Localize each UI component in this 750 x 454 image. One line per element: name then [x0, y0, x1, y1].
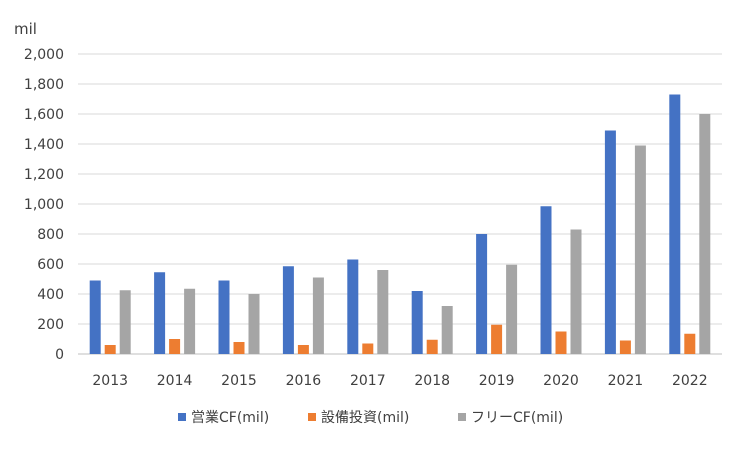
bar-1-2016 — [282, 266, 294, 354]
bar-1-2014 — [154, 272, 166, 354]
y-tick-label: 1,600 — [24, 107, 64, 123]
bar-2-2016 — [297, 345, 309, 354]
x-tick-label: 2019 — [479, 373, 515, 389]
x-tick-label: 2020 — [543, 373, 579, 389]
bar-3-2021 — [634, 145, 646, 354]
x-tick-label: 2015 — [221, 373, 257, 389]
bar-1-2013 — [89, 280, 101, 354]
legend-swatch — [178, 413, 186, 421]
legend-label: 営業CF(mil) — [191, 410, 269, 426]
legend: 営業CF(mil) 設備投資(mil) フリーCF(mil) — [178, 410, 563, 426]
bar-3-2013 — [119, 290, 131, 354]
legend-label: フリーCF(mil) — [471, 410, 563, 426]
bar-2-2020 — [555, 331, 567, 354]
bar-1-2020 — [540, 206, 552, 354]
bar-3-2016 — [312, 277, 324, 354]
bar-3-2017 — [377, 270, 389, 354]
bar-2-2022 — [684, 333, 696, 354]
y-tick-label: 2,000 — [24, 47, 64, 63]
legend-swatch — [308, 413, 316, 421]
bar-1-2019 — [476, 234, 488, 354]
bar-1-2021 — [604, 130, 616, 354]
x-tick-label: 2018 — [414, 373, 450, 389]
y-tick-label: 800 — [37, 227, 64, 243]
bar-2-2017 — [362, 343, 374, 354]
bar-3-2015 — [248, 294, 260, 354]
bar-3-2018 — [441, 306, 453, 354]
y-tick-label: 1,000 — [24, 197, 64, 213]
bar-3-2022 — [699, 114, 711, 354]
bar-2-2015 — [233, 342, 245, 354]
x-tick-label: 2017 — [350, 373, 386, 389]
y-tick-label: 600 — [37, 257, 64, 273]
legend-label: 設備投資(mil) — [321, 410, 409, 426]
bar-2-2019 — [491, 324, 503, 354]
x-axis: 2013 2014 2015 2016 2017 2018 2019 2020 2021 2022 — [92, 373, 707, 389]
bar-2-2013 — [104, 345, 116, 354]
y-tick-label: 0 — [55, 347, 64, 363]
bar-2-2014 — [169, 339, 181, 354]
bar-3-2019 — [506, 264, 518, 354]
bar-1-2022 — [669, 94, 681, 354]
x-tick-label: 2016 — [286, 373, 322, 389]
y-tick-label: 1,400 — [24, 137, 64, 153]
x-tick-label: 2013 — [92, 373, 128, 389]
bar-3-2014 — [184, 288, 196, 354]
bar-1-2018 — [411, 291, 423, 354]
y-tick-label: 200 — [37, 317, 64, 333]
x-tick-label: 2021 — [608, 373, 644, 389]
bars — [89, 94, 711, 354]
bar-1-2015 — [218, 280, 230, 354]
x-tick-label: 2014 — [157, 373, 193, 389]
y-tick-label: 1,200 — [24, 167, 64, 183]
bar-3-2020 — [570, 229, 582, 354]
bar-2-2018 — [426, 339, 438, 354]
gridlines — [78, 53, 722, 355]
y-tick-label: 1,800 — [24, 77, 64, 93]
y-axis-unit-label: mil — [14, 20, 37, 38]
y-axis: 0 200 400 600 800 1,000 1,200 1,400 1,600 1,800 2,… — [24, 47, 64, 363]
bar-2-2021 — [619, 340, 631, 354]
bar-1-2017 — [347, 259, 359, 354]
x-tick-label: 2022 — [672, 373, 708, 389]
y-tick-label: 400 — [37, 287, 64, 303]
legend-swatch — [458, 413, 466, 421]
